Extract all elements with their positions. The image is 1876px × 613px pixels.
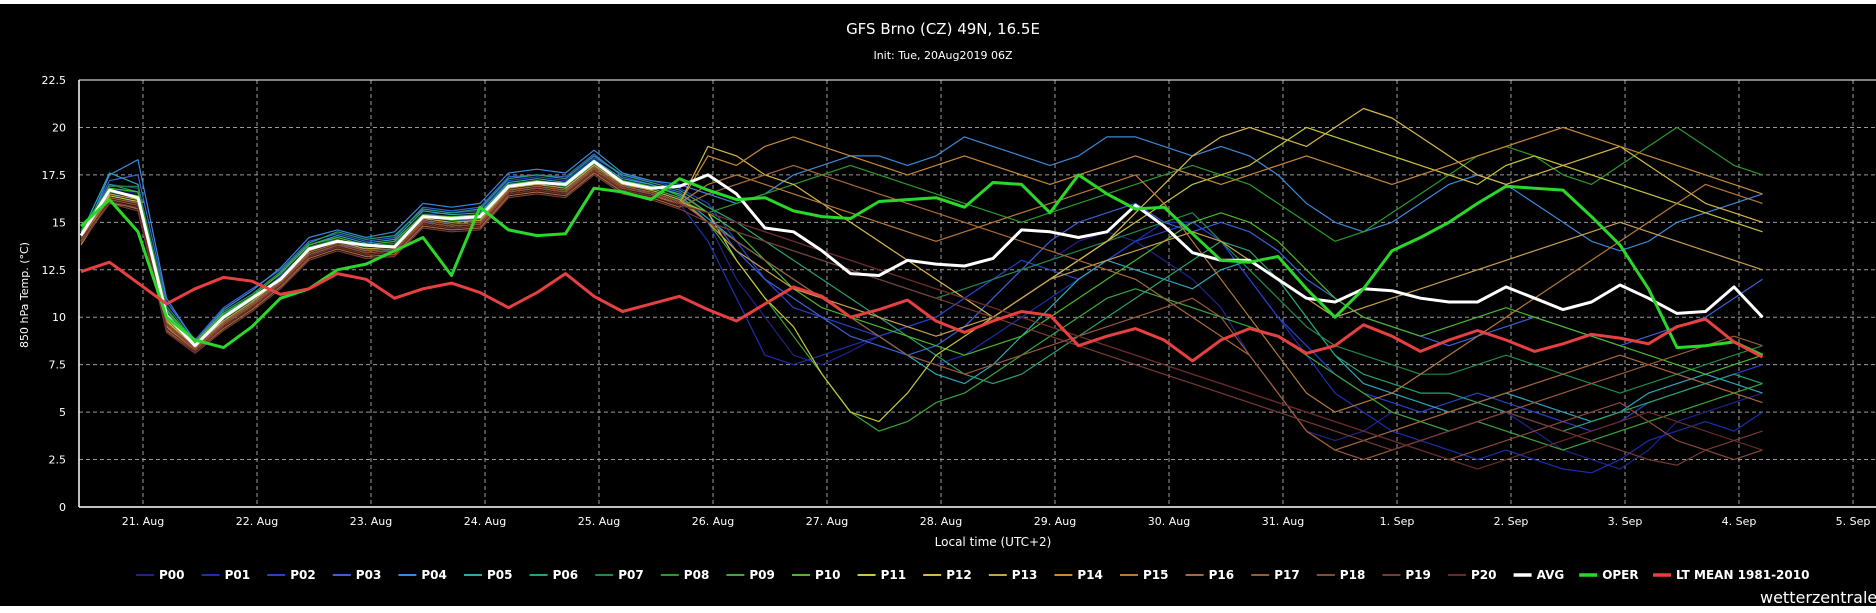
y-tick-label: 5: [59, 406, 66, 419]
ensemble-chart: GFS Brno (CZ) 49N, 16.5E Init: Tue, 20Au…: [18, 20, 1876, 582]
legend-label-p14: P14: [1077, 568, 1103, 582]
legend-label-p01: P01: [225, 568, 251, 582]
y-tick-label: 10: [52, 311, 66, 324]
y-tick-label: 2.5: [49, 454, 67, 467]
series-line-p16: [80, 164, 1763, 451]
series-line-avg: [79, 160, 1764, 348]
legend-label-p09: P09: [749, 568, 775, 582]
x-tick-label: 23. Aug: [350, 515, 392, 528]
legend-label-p18: P18: [1340, 568, 1366, 582]
series-line-oper: [79, 173, 1764, 357]
x-tick-label: 25. Aug: [578, 515, 620, 528]
x-tick-label: 24. Aug: [464, 515, 506, 528]
series-line-p01: [80, 164, 1763, 474]
x-tick-label: 2. Sep: [1494, 515, 1529, 528]
legend-label-p07: P07: [618, 568, 644, 582]
legend-label-p13: P13: [1012, 568, 1038, 582]
y-tick-label: 7.5: [49, 359, 67, 372]
watermark: wetterzentrale: [1760, 588, 1876, 607]
y-tick-label: 15: [52, 216, 66, 229]
y-tick-label: 22.5: [42, 74, 67, 87]
series-line-p09: [80, 162, 1763, 451]
legend-label-p10: P10: [815, 568, 841, 582]
legend-label-p08: P08: [684, 568, 710, 582]
legend-label-p04: P04: [421, 568, 447, 582]
x-axis-label: Local time (UTC+2): [935, 535, 1052, 549]
legend-label-p12: P12: [946, 568, 972, 582]
y-tick-label: 12.5: [42, 264, 67, 277]
x-tick-label: 5. Sep: [1836, 515, 1871, 528]
legend-label-oper: OPER: [1602, 568, 1638, 582]
legend-label-lt-mean-1981-2010: LT MEAN 1981-2010: [1676, 568, 1809, 582]
x-tick-label: 4. Sep: [1722, 515, 1757, 528]
legend-label-p17: P17: [1274, 568, 1300, 582]
x-tick-label: 29. Aug: [1034, 515, 1076, 528]
y-tick-label: 20: [52, 121, 66, 134]
legend-label-p02: P02: [290, 568, 316, 582]
y-tick-label: 17.5: [42, 169, 67, 182]
legend-label-avg: AVG: [1537, 568, 1565, 582]
x-tick-label: 28. Aug: [920, 515, 962, 528]
legend-label-p05: P05: [487, 568, 513, 582]
chart-subtitle: Init: Tue, 20Aug2019 06Z: [873, 49, 1013, 62]
series-line-p03: [80, 153, 1763, 356]
x-tick-label: 3. Sep: [1608, 515, 1643, 528]
legend-label-p11: P11: [881, 568, 907, 582]
legend-label-p20: P20: [1471, 568, 1497, 582]
y-axis-label: 850 hPa Temp. (°C): [18, 242, 31, 348]
x-tick-label: 21. Aug: [122, 515, 164, 528]
x-tick-label: 30. Aug: [1148, 515, 1190, 528]
x-tick-label: 1. Sep: [1380, 515, 1415, 528]
series-line-p13: [80, 164, 1763, 347]
legend-label-p00: P00: [159, 568, 185, 582]
series-line-p19: [80, 174, 1763, 466]
legend-label-p15: P15: [1143, 568, 1169, 582]
series-line-p20: [80, 170, 1763, 470]
legend-label-p06: P06: [553, 568, 579, 582]
x-tick-label: 27. Aug: [806, 515, 848, 528]
series-line-lt-mean-1981-2010: [80, 260, 1764, 363]
chart-title: GFS Brno (CZ) 49N, 16.5E: [846, 20, 1040, 38]
legend-label-p03: P03: [356, 568, 382, 582]
y-tick-label: 0: [59, 501, 66, 514]
series-line-p06: [80, 155, 1763, 432]
legend-label-p19: P19: [1405, 568, 1431, 582]
series-line-p15: [80, 168, 1763, 413]
x-tick-label: 26. Aug: [692, 515, 734, 528]
x-tick-label: 31. Aug: [1262, 515, 1304, 528]
legend-label-p16: P16: [1209, 568, 1235, 582]
series-line-p17: [80, 166, 1763, 461]
x-tick-label: 22. Aug: [236, 515, 278, 528]
